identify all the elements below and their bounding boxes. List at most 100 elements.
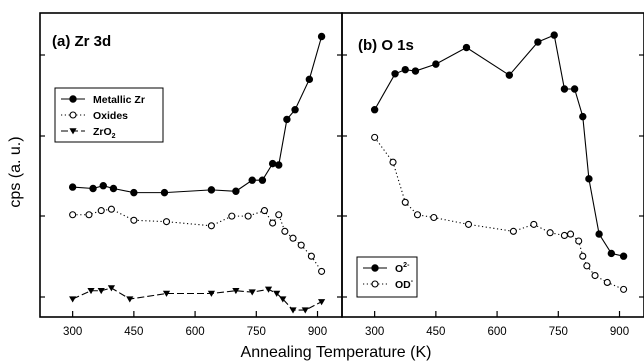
series-oxides bbox=[69, 205, 326, 275]
data-point bbox=[107, 205, 115, 213]
data-point bbox=[389, 158, 397, 166]
data-point bbox=[232, 187, 240, 195]
legend-marker bbox=[371, 280, 379, 288]
data-point bbox=[305, 75, 314, 84]
data-point bbox=[281, 227, 289, 235]
legend-box bbox=[356, 256, 418, 298]
data-point bbox=[371, 133, 379, 141]
data-point bbox=[566, 230, 575, 238]
data-point bbox=[583, 262, 591, 270]
data-point bbox=[301, 307, 309, 314]
data-point bbox=[307, 252, 315, 260]
data-point bbox=[430, 213, 438, 222]
legend-marker bbox=[371, 264, 379, 272]
y-axis-title: cps (a. u.) bbox=[7, 136, 24, 207]
data-point bbox=[391, 70, 399, 78]
data-point bbox=[411, 67, 420, 75]
panel-b-ticks: 300 450 600 750 900 bbox=[342, 54, 644, 338]
data-point bbox=[560, 231, 568, 240]
data-point bbox=[462, 43, 471, 52]
data-point bbox=[289, 307, 297, 314]
data-point bbox=[401, 198, 409, 206]
data-point bbox=[248, 289, 256, 296]
series-od- bbox=[371, 133, 628, 293]
legend-label: Oxides bbox=[93, 110, 128, 122]
data-point bbox=[232, 288, 240, 295]
data-point bbox=[620, 285, 628, 293]
x-tick-label: 300 bbox=[365, 326, 384, 338]
data-point bbox=[432, 60, 440, 68]
data-point bbox=[283, 115, 291, 124]
data-point bbox=[291, 106, 299, 114]
data-point bbox=[279, 296, 287, 303]
data-point bbox=[317, 32, 326, 41]
data-point bbox=[530, 220, 538, 228]
panel-a-legend: Metallic Zr Oxides ZrO2 bbox=[54, 87, 164, 143]
panel-b-legend: O2- OD- bbox=[356, 256, 418, 298]
x-tick-label: 750 bbox=[247, 326, 266, 338]
data-point bbox=[162, 218, 171, 226]
data-point bbox=[509, 227, 517, 235]
x-tick-label: 300 bbox=[63, 326, 82, 338]
legend-label: OD- bbox=[395, 278, 414, 291]
data-point bbox=[69, 211, 77, 219]
data-point bbox=[126, 296, 134, 303]
data-point bbox=[109, 184, 118, 193]
x-tick-label: 750 bbox=[549, 326, 568, 338]
panel-b-frame bbox=[341, 12, 644, 318]
data-point bbox=[107, 285, 116, 292]
data-point bbox=[97, 207, 105, 215]
data-point bbox=[89, 184, 97, 193]
legend-marker bbox=[69, 128, 77, 135]
data-point bbox=[269, 219, 277, 227]
data-point bbox=[228, 212, 236, 220]
data-point bbox=[260, 207, 269, 215]
x-tick-label: 900 bbox=[308, 326, 327, 338]
data-point bbox=[464, 220, 473, 228]
series-line bbox=[374, 137, 624, 290]
data-point bbox=[264, 286, 273, 293]
data-point bbox=[258, 176, 267, 184]
data-point bbox=[273, 290, 281, 297]
series-metallic-zr bbox=[68, 32, 326, 197]
data-point bbox=[413, 211, 422, 219]
legend-marker bbox=[69, 95, 77, 103]
x-tick-label: 600 bbox=[487, 326, 506, 338]
legend-label: ZrO2 bbox=[93, 126, 116, 140]
data-point bbox=[401, 65, 409, 74]
data-point bbox=[160, 188, 169, 197]
data-point bbox=[579, 252, 587, 260]
legend-label: O2- bbox=[395, 262, 410, 275]
series-o2- bbox=[370, 31, 628, 260]
panel-zr-3d: (a) Zr 3d 300 450 600 750 900 Metallic Zr Oxi… bbox=[39, 12, 343, 338]
x-axis-title: Annealing Temperature (K) bbox=[241, 344, 432, 361]
data-point bbox=[534, 38, 542, 46]
data-point bbox=[297, 241, 305, 249]
data-point bbox=[97, 288, 105, 295]
panel-a-frame bbox=[39, 12, 343, 318]
data-point bbox=[130, 188, 138, 197]
data-point bbox=[69, 296, 77, 303]
data-point bbox=[585, 175, 593, 183]
data-point bbox=[595, 230, 603, 238]
series-zro2 bbox=[69, 285, 326, 314]
data-point bbox=[619, 252, 628, 260]
data-point bbox=[207, 222, 215, 230]
legend-marker bbox=[69, 111, 77, 119]
data-point bbox=[318, 267, 326, 275]
data-point bbox=[85, 211, 93, 219]
data-point bbox=[275, 211, 283, 219]
panel-b-title: (b) O 1s bbox=[358, 37, 414, 54]
panel-a-ticks: 300 450 600 750 900 bbox=[40, 54, 342, 338]
panel-a-title: (a) Zr 3d bbox=[52, 33, 111, 50]
data-point bbox=[207, 186, 216, 194]
data-point bbox=[560, 85, 569, 93]
panel-a-series bbox=[68, 32, 326, 314]
x-tick-label: 450 bbox=[426, 326, 445, 338]
panel-o-1s: (b) O 1s 300 450 600 750 900 O2- OD- bbox=[341, 12, 644, 338]
data-point bbox=[275, 161, 283, 169]
data-point bbox=[207, 290, 216, 297]
data-point bbox=[579, 112, 587, 121]
data-point bbox=[317, 299, 326, 306]
data-point bbox=[550, 31, 558, 39]
